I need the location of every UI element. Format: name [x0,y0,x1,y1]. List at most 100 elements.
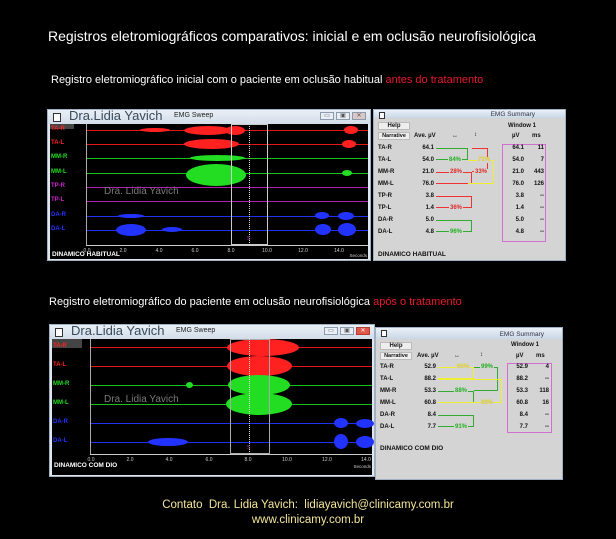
time-cursor[interactable] [249,124,250,245]
window-ms: -- [540,193,544,199]
help-button[interactable]: Help [378,122,410,130]
burst-mm-r [228,375,290,395]
average-value: 76.0 [422,181,434,187]
summary-title-bar[interactable]: EMG Summary [376,328,562,339]
close-button[interactable]: ✕ [352,112,366,120]
window-ms: 11 [537,145,544,151]
muscle-label: MM-L [380,400,396,406]
burst-mm-r-2 [186,382,193,388]
burst-da-l-3 [315,224,331,235]
burst-da-l-4 [338,223,356,236]
window-uv: 21.0 [512,169,524,175]
event-marker: S [247,445,251,451]
symmetry-pct: 99% [480,364,495,370]
symmetry-pct: 60% [456,364,471,370]
summary-title-bar[interactable]: EMG Summary [374,110,565,119]
watermark: Dra. Lidia Yavich [104,186,179,197]
window-uv: 53.3 [516,388,528,394]
x-tick: 6.0 [191,248,199,254]
channel-label-da-l: DA-L [53,438,68,444]
burst-ta-r [184,126,232,135]
recording-label: DINAMICO COM DIO [380,445,444,452]
corner-box [50,124,74,129]
window-ms: 126 [533,181,544,187]
window-ms: -- [545,376,549,382]
x-tick: 10.0 [282,457,292,463]
average-value: 53.3 [424,388,436,394]
col-horizontal-symmetry: ↔ [454,353,460,359]
maximize-button[interactable]: ▣ [336,112,350,120]
window-title: EMG Sweep [174,112,214,119]
x-tick: 0.0 [83,248,91,254]
trace-da-l [91,442,372,443]
emg-plot[interactable]: TA-R TA-L MM-R MM-L TP-R TP-L DA-R DA-L [50,124,368,259]
average-value: 5.0 [425,217,434,223]
burst-da-l-2 [162,227,182,232]
trace-da-r [91,423,372,424]
help-button[interactable]: Help [380,342,412,350]
window-title: EMG Sweep [176,327,216,334]
average-value: 3.8 [425,193,434,199]
trace-tp-l [87,201,368,202]
average-value: 54.0 [422,157,434,163]
channel-label-mm-l: MM-L [53,400,69,406]
x-tick: 12.0 [322,457,332,463]
window-ms: 443 [533,169,544,175]
channel-label-ta-l: TA-L [53,362,67,368]
window-ms: -- [545,412,549,418]
window-values-box [507,363,552,433]
minimize-button[interactable]: ▭ [324,327,338,335]
trace-da-r [87,216,368,217]
recording-label: DINAMICO HABITUAL [52,251,120,258]
window-label: Window 1 [511,342,539,348]
x-axis [90,454,372,455]
symmetry-pct: 71% [477,157,492,163]
channel-label-tp-l: TP-L [51,197,65,203]
window-ms: 4 [545,364,549,370]
average-value: 8.4 [427,412,436,418]
burst-ta-l [184,139,239,149]
recording-label: DINAMICO COM DIO [54,462,118,469]
muscle-label: MM-R [380,388,397,394]
website-link[interactable]: www.clinicamy.com.br [251,514,365,526]
event-marker: S [247,236,251,242]
document-icon [381,330,387,337]
main-title: Registros eletromiográficos comparativos… [48,28,536,44]
burst-mm-l-2 [342,170,352,176]
minimize-button[interactable]: ▭ [320,112,334,120]
narrative-button[interactable]: Narrative [378,132,410,140]
muscle-label: DA-R [378,217,393,223]
close-button[interactable]: ✕ [356,327,370,335]
maximize-button[interactable]: ▣ [340,327,354,335]
symmetry-pct: 33% [474,169,489,175]
narrative-button[interactable]: Narrative [380,352,412,360]
average-value: 60.8 [424,400,436,406]
muscle-label: TA-L [378,157,392,163]
col-ms: ms [532,133,541,139]
symmetry-pct: 28% [449,169,464,175]
window-label: Window 1 [508,123,536,129]
channel-label-ta-l: TA-L [51,140,65,146]
col-uv: µV [516,353,524,359]
recording-label: DINAMICO HABITUAL [378,251,446,258]
burst-ta-r [227,339,299,356]
time-cursor[interactable] [249,339,250,454]
selection-window[interactable] [230,339,270,454]
col-ms: ms [536,353,545,359]
muscle-label: DA-L [380,424,395,430]
title-bar[interactable]: Dra.Lidia Yavich EMG Sweep ▭ ▣ ✕ [50,323,374,339]
y-axis [86,124,87,245]
title-bar[interactable]: Dra.Lidia Yavich EMG Sweep ▭ ▣ ✕ [48,108,370,124]
muscle-label: MM-L [378,181,394,187]
emg-sweep-window-after: Dra.Lidia Yavich EMG Sweep ▭ ▣ ✕ TA-R TA… [49,323,375,477]
section-heading-highlight: após o tratamento [373,296,462,308]
average-value: 4.8 [425,229,434,235]
corner-box [52,339,82,348]
x-tick: 14.0 [334,248,344,254]
x-axis [86,245,368,246]
contact-line: Contato Dra. Lidia Yavich: lidiayavich@c… [162,499,454,511]
window-ms: 118 [539,388,549,394]
burst-da-l-3 [356,436,374,448]
emg-plot[interactable]: TA-R TA-L MM-R MM-L DA-R DA-L Dra. Lidia… [52,339,374,475]
window-uv: 1.4 [515,205,524,211]
